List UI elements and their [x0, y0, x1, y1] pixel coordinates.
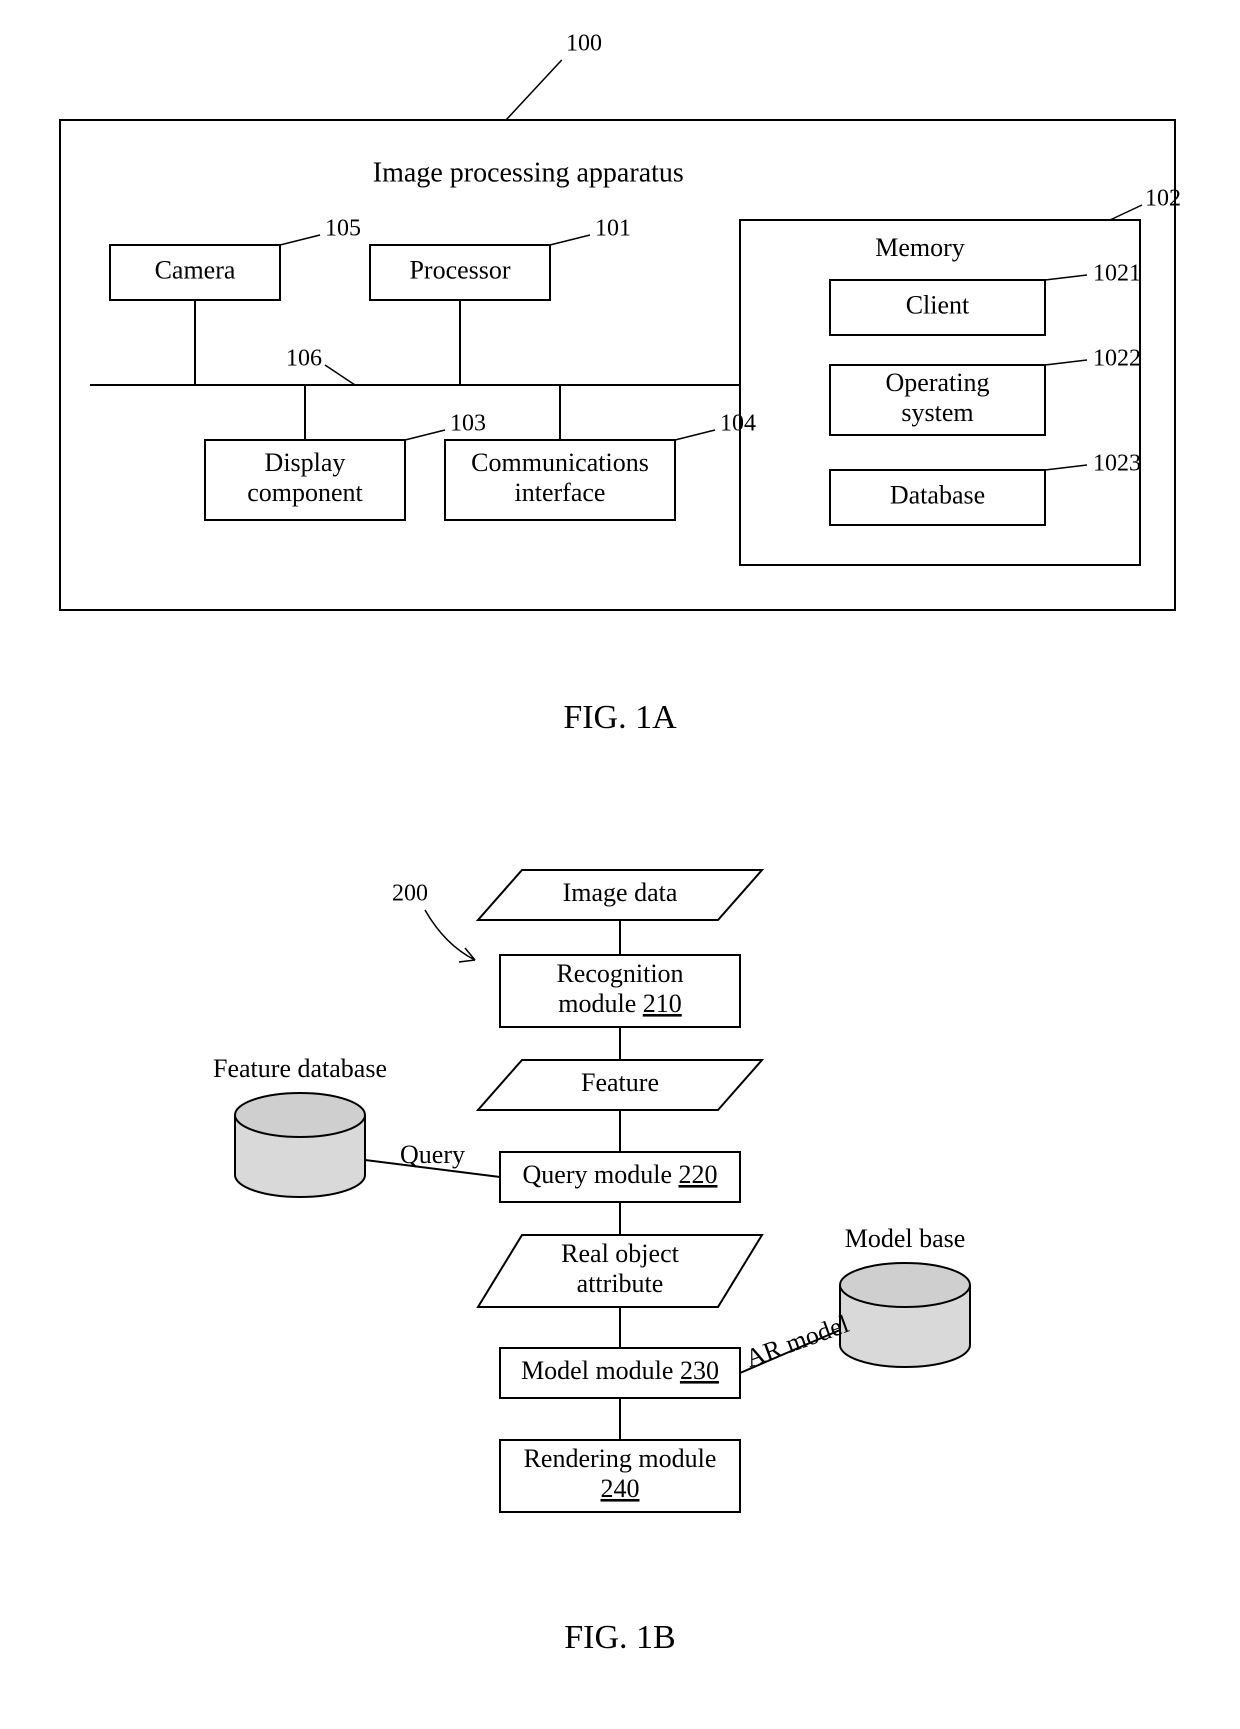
rendering-module-node: Rendering module240	[500, 1440, 740, 1512]
svg-text:interface: interface	[515, 478, 606, 507]
svg-text:200: 200	[392, 881, 428, 907]
svg-text:system: system	[901, 398, 973, 427]
feature-node: Feature	[478, 1060, 762, 1110]
svg-text:Rendering module: Rendering module	[524, 1444, 717, 1473]
svg-text:Model module 230: Model module 230	[521, 1356, 719, 1385]
svg-text:FIG. 1B: FIG. 1B	[564, 1619, 675, 1656]
svg-text:Recognition: Recognition	[556, 959, 683, 988]
svg-text:Query: Query	[400, 1140, 465, 1169]
svg-text:Image processing apparatus: Image processing apparatus	[373, 157, 684, 188]
camera-block: Camera 105	[110, 216, 361, 386]
recognition-module-node: Recognitionmodule 210	[500, 955, 740, 1027]
svg-text:AR model: AR model	[742, 1309, 853, 1373]
processor-block: Processor 101	[370, 216, 631, 386]
svg-text:101: 101	[595, 216, 631, 242]
svg-text:240: 240	[601, 1474, 640, 1503]
svg-text:1023: 1023	[1093, 451, 1141, 477]
svg-text:Communications: Communications	[471, 448, 649, 477]
svg-text:102: 102	[1145, 186, 1181, 212]
svg-text:Real object: Real object	[561, 1239, 679, 1268]
svg-text:Query module 220: Query module 220	[523, 1160, 718, 1189]
query-module-node: Query module 220	[500, 1152, 740, 1202]
svg-text:attribute: attribute	[577, 1269, 664, 1298]
svg-text:Feature database: Feature database	[213, 1054, 387, 1083]
svg-text:1022: 1022	[1093, 346, 1141, 372]
svg-text:106: 106	[286, 346, 322, 372]
svg-text:Image data: Image data	[563, 878, 678, 907]
svg-text:component: component	[247, 478, 363, 507]
client-block: Client 1021	[830, 261, 1141, 336]
svg-text:100: 100	[566, 31, 602, 57]
svg-text:104: 104	[720, 411, 756, 437]
svg-text:105: 105	[325, 216, 361, 242]
svg-text:FIG. 1A: FIG. 1A	[563, 699, 677, 736]
svg-text:Camera: Camera	[155, 255, 236, 284]
model-module-node: Model module 230	[500, 1348, 740, 1398]
svg-text:Operating: Operating	[886, 368, 990, 397]
os-block: Operatingsystem 1022	[830, 346, 1141, 436]
fig-1b: 200Image dataRecognitionmodule 210Featur…	[213, 870, 970, 1656]
svg-text:Feature: Feature	[581, 1068, 659, 1097]
svg-text:Display: Display	[265, 448, 346, 477]
svg-text:Memory: Memory	[875, 233, 965, 262]
real-object-node: Real objectattribute	[478, 1235, 762, 1307]
svg-text:103: 103	[450, 411, 486, 437]
model-base: Model base AR model	[740, 1224, 970, 1373]
svg-text:Processor: Processor	[409, 255, 510, 284]
comm-block: Communicationsinterface 104	[445, 385, 756, 520]
svg-text:Client: Client	[906, 290, 970, 319]
svg-text:module 210: module 210	[558, 989, 682, 1018]
memory-block: Memory 102 Client 1021 Operatingsystem 1022 Da…	[705, 186, 1181, 566]
svg-text:1021: 1021	[1093, 261, 1141, 287]
display-block: Displaycomponent 103	[205, 385, 486, 520]
image-data-node: Image data	[478, 870, 762, 920]
fig-1a: 100 Image processing apparatus 106 Camera 10…	[60, 31, 1181, 736]
svg-text:Database: Database	[890, 480, 985, 509]
database-block: Database 1023	[830, 451, 1141, 526]
svg-text:Model base: Model base	[845, 1224, 966, 1253]
feature-database: Feature database Query	[213, 1054, 500, 1197]
